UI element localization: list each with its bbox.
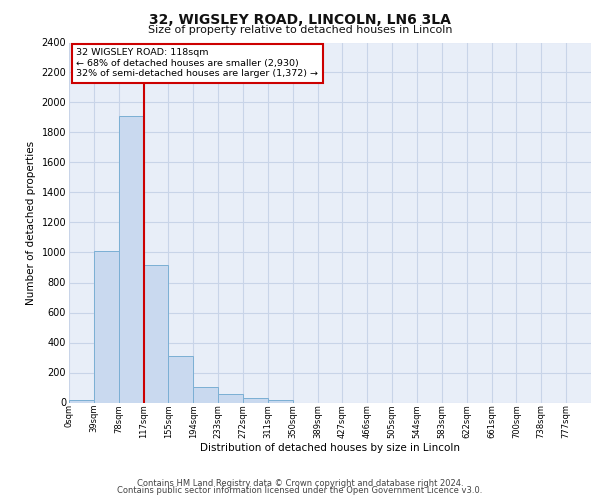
Text: 32 WIGSLEY ROAD: 118sqm
← 68% of detached houses are smaller (2,930)
32% of semi: 32 WIGSLEY ROAD: 118sqm ← 68% of detache… (76, 48, 319, 78)
Bar (94, 251, 119, 402)
Bar (193, 387, 218, 402)
Text: Contains HM Land Registry data © Crown copyright and database right 2024.: Contains HM Land Registry data © Crown c… (137, 478, 463, 488)
Bar (143, 264, 169, 402)
Bar (243, 398, 268, 402)
Bar (218, 394, 243, 402)
Bar (69, 400, 94, 402)
Bar (169, 356, 193, 403)
X-axis label: Distribution of detached houses by size in Lincoln: Distribution of detached houses by size … (200, 444, 460, 454)
Y-axis label: Number of detached properties: Number of detached properties (26, 140, 36, 304)
Bar (119, 116, 143, 403)
Bar (268, 400, 293, 402)
Text: Size of property relative to detached houses in Lincoln: Size of property relative to detached ho… (148, 25, 452, 35)
Text: 32, WIGSLEY ROAD, LINCOLN, LN6 3LA: 32, WIGSLEY ROAD, LINCOLN, LN6 3LA (149, 12, 451, 26)
Text: Contains public sector information licensed under the Open Government Licence v3: Contains public sector information licen… (118, 486, 482, 495)
